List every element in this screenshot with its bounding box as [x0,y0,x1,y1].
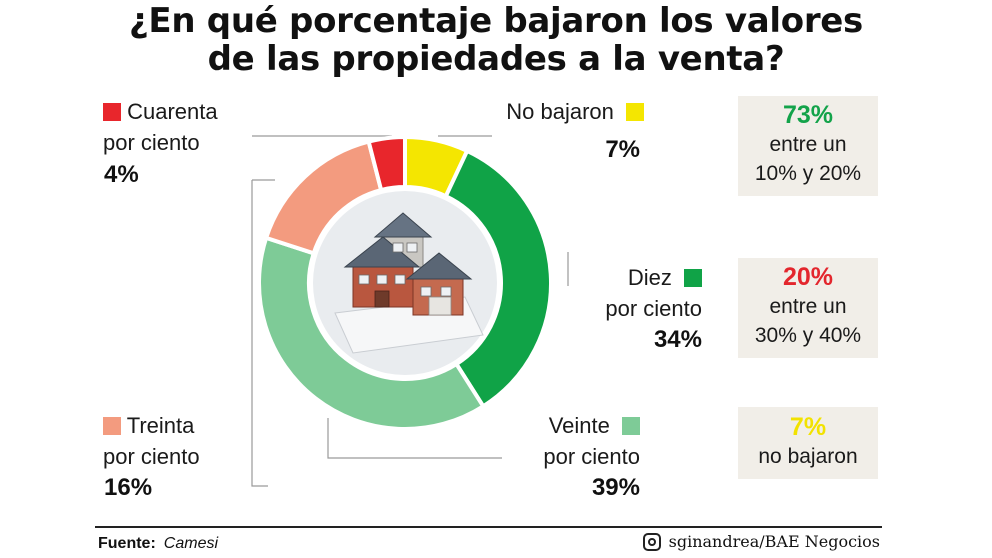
label-veinte-line1: Veinte [548,413,610,438]
label-no-bajaron: No bajaron [506,96,644,127]
source: Fuente: Camesi [98,535,218,553]
slice-cuarenta [366,134,407,193]
label-treinta-line2: por ciento [103,444,200,469]
label-treinta-line1: Treinta [126,413,195,438]
slice-veinte [257,235,486,431]
title-line-1: ¿En qué porcentaje bajaron los valores [129,1,863,41]
legend-swatch-diez [684,269,702,287]
label-diez-line2: por ciento [605,296,702,321]
house-illustration [334,212,484,354]
label-treinta: Treinta por ciento [103,410,200,472]
value-diez: 34% [653,326,702,353]
label-veinte: Veinte por ciento [543,410,640,472]
value-no-bajaron: 7% [605,136,640,163]
label-cuarenta-line1: Cuarenta [127,99,218,124]
legend-swatch-cuarenta [103,103,121,121]
summary-box-7: 7% no bajaron [738,407,878,479]
summary-text-20-line2: 30% y 40% [754,324,862,347]
leader-line [327,418,502,459]
summary-value-20: 20% [782,263,834,291]
summary-value-7: 7% [789,413,827,441]
summary-text-20-line1: entre un [769,295,847,318]
summary-value-73: 73% [782,101,834,129]
credit-text: sginandrea/BAE Negocios [668,532,880,551]
value-veinte: 39% [591,474,640,501]
summary-text-7-line1: no bajaron [758,445,858,468]
slice-diez [443,148,553,410]
leader-line [251,180,268,487]
label-cuarenta: Cuarenta por ciento [103,96,218,158]
title-line-2: de las propiedades a la venta? [207,39,785,79]
instagram-icon [642,533,661,551]
label-diez: Diez por ciento [605,262,702,324]
label-cuarenta-line2: por ciento [103,130,200,155]
legend-swatch-no-bajaron [626,103,644,121]
credit: sginandrea/BAE Negocios [642,532,880,551]
summary-text-73-line2: 10% y 20% [754,162,862,185]
source-label: Fuente: [98,535,156,552]
legend-swatch-treinta [103,417,121,435]
value-treinta: 16% [104,474,153,501]
source-value: Camesi [163,535,219,552]
summary-box-20: 20% entre un 30% y 40% [738,258,878,358]
label-veinte-line2: por ciento [543,444,640,469]
footer-divider [95,526,882,528]
chart-title: ¿En qué porcentaje bajaron los valores d… [0,2,992,78]
label-diez-line1: Diez [627,265,672,290]
label-no-bajaron-line1: No bajaron [506,99,614,124]
summary-text-73-line1: entre un [769,133,847,156]
value-cuarenta: 4% [104,161,139,188]
summary-box-73: 73% entre un 10% y 20% [738,96,878,196]
legend-swatch-veinte [622,417,640,435]
